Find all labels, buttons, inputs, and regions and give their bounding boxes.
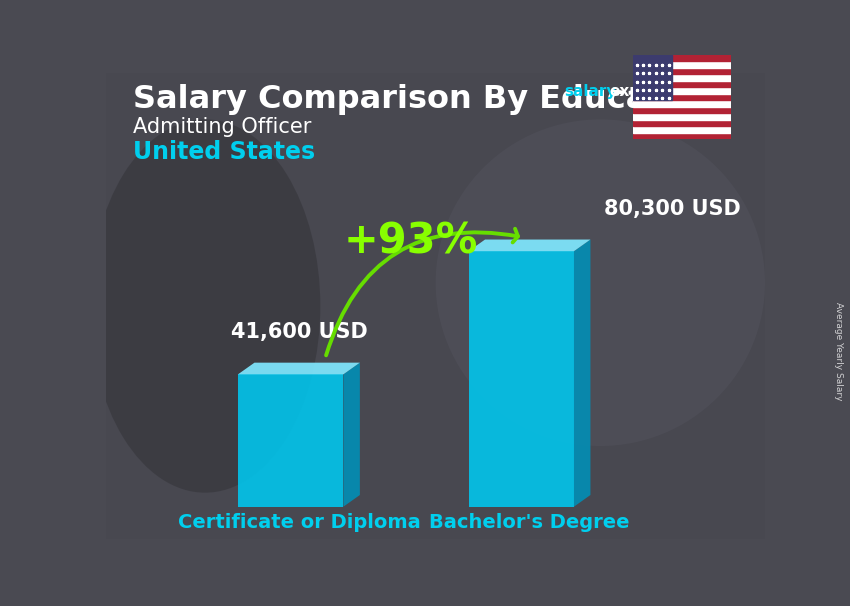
Bar	[633, 74, 731, 81]
Text: Average Yearly Salary: Average Yearly Salary	[834, 302, 843, 401]
Bar	[633, 81, 731, 87]
Text: 41,600 USD: 41,600 USD	[231, 322, 368, 342]
Text: Salary Comparison By Education: Salary Comparison By Education	[133, 84, 718, 115]
Bar	[633, 133, 731, 139]
Text: explorer.com: explorer.com	[609, 84, 720, 99]
Bar	[633, 87, 731, 94]
Text: 80,300 USD: 80,300 USD	[604, 199, 740, 219]
Polygon shape	[238, 375, 343, 507]
Text: salary: salary	[564, 84, 616, 99]
Polygon shape	[468, 251, 574, 507]
Bar	[633, 55, 672, 100]
Bar	[633, 126, 731, 133]
Ellipse shape	[435, 119, 765, 446]
Bar	[633, 94, 731, 100]
Polygon shape	[343, 362, 360, 507]
Ellipse shape	[90, 119, 320, 493]
Polygon shape	[468, 239, 591, 251]
Bar	[633, 107, 731, 113]
Polygon shape	[238, 362, 360, 375]
Bar	[633, 55, 731, 61]
Text: Bachelor's Degree: Bachelor's Degree	[429, 513, 630, 532]
Polygon shape	[574, 239, 591, 507]
Bar	[633, 113, 731, 120]
Text: Certificate or Diploma: Certificate or Diploma	[178, 513, 420, 532]
Bar	[633, 68, 731, 74]
Bar	[633, 100, 731, 107]
Text: Admitting Officer: Admitting Officer	[133, 117, 311, 137]
Text: +93%: +93%	[343, 221, 478, 262]
Bar	[633, 61, 731, 68]
Bar	[633, 120, 731, 126]
Text: United States: United States	[133, 141, 314, 164]
